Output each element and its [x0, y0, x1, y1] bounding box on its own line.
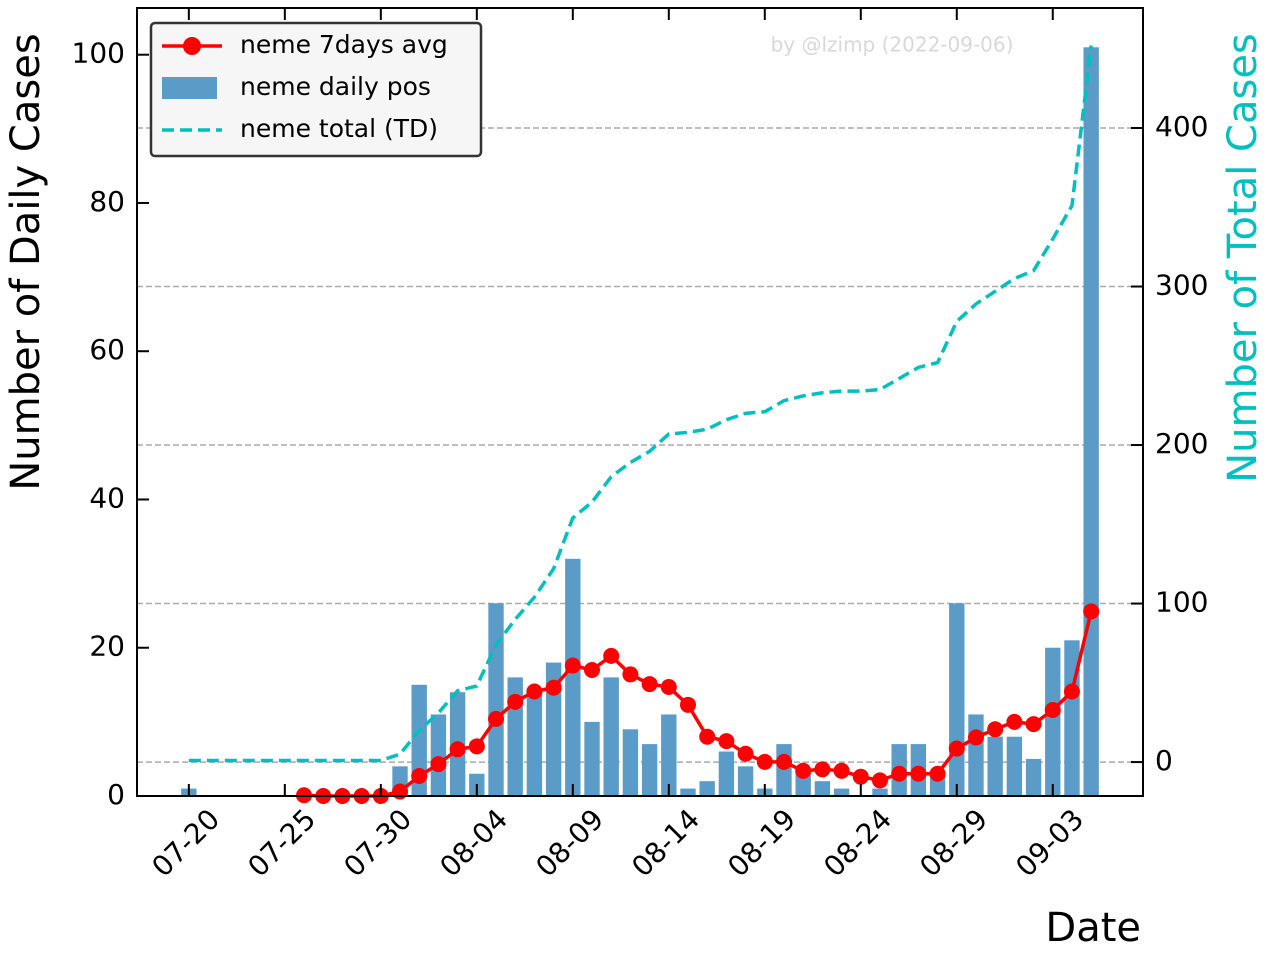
bar [776, 744, 792, 796]
x-tick-label: 07-20 [145, 803, 226, 884]
point [1006, 713, 1023, 730]
y2-tick-label: 100 [1155, 586, 1208, 619]
point [564, 657, 581, 674]
point [852, 768, 869, 785]
legend-label: neme total (TD) [240, 114, 438, 143]
point [871, 772, 888, 789]
point [987, 721, 1004, 738]
point [468, 738, 485, 755]
series-line [188, 45, 1093, 763]
bar [699, 781, 715, 796]
x-tick-label: 08-04 [433, 803, 514, 884]
point [622, 666, 639, 683]
x-axis-label: Date [1045, 905, 1141, 951]
point [641, 676, 658, 693]
y-tick-label: 40 [89, 481, 125, 514]
y-tick-label: 0 [107, 778, 125, 811]
legend-box [149, 21, 483, 158]
x-tick-label: 07-25 [241, 803, 322, 884]
y-axis-label: Number of Daily Cases [3, 33, 49, 490]
plot-frame [136, 7, 1144, 797]
x-tick-label: 09-03 [1009, 803, 1090, 884]
point [584, 661, 601, 678]
bar [1045, 647, 1061, 796]
bar [833, 788, 850, 796]
bar [1006, 736, 1023, 796]
y-tick-label: 20 [89, 630, 125, 663]
y2-tick-label: 400 [1155, 110, 1208, 143]
bar [968, 714, 984, 796]
legend: neme 7days avg neme daily pos neme total (… [149, 21, 483, 158]
legend-swatch [162, 77, 217, 99]
bar [795, 773, 811, 796]
x-tick-label: 08-09 [529, 803, 610, 884]
bar [718, 751, 735, 796]
point [430, 756, 447, 773]
y-tick-label: 100 [72, 37, 125, 70]
bar [661, 714, 677, 796]
legend-marker [183, 37, 201, 55]
point [526, 683, 543, 700]
point [775, 753, 792, 770]
x-tick-label: 08-19 [721, 803, 802, 884]
point [1044, 702, 1061, 719]
point [603, 647, 620, 664]
bar [872, 788, 888, 796]
y2-axis-label: Number of Total Cases [1220, 33, 1266, 483]
point [411, 767, 428, 784]
point [718, 733, 735, 750]
x-tick-label: 08-24 [817, 803, 898, 884]
point [660, 679, 677, 696]
bar [603, 677, 619, 796]
watermark: by @lzimp (2022-09-06) [771, 33, 1014, 57]
point [948, 740, 965, 757]
bar [1083, 47, 1099, 796]
bar [488, 603, 504, 796]
point [967, 729, 984, 746]
point [545, 679, 562, 696]
bar [680, 788, 696, 796]
point [679, 696, 696, 713]
x-tick-label: 08-29 [913, 803, 994, 884]
bar [430, 714, 447, 796]
legend-label: neme 7days avg [240, 30, 448, 59]
bar [641, 744, 658, 796]
point [737, 745, 754, 762]
point [929, 765, 946, 782]
point [1025, 716, 1042, 733]
legend-label: neme daily pos [240, 72, 431, 101]
y-tick-label: 60 [89, 333, 125, 366]
bar [565, 558, 581, 796]
x-tick-label: 07-30 [337, 803, 418, 884]
y2-tick-label: 0 [1155, 744, 1173, 777]
bar [987, 736, 1003, 796]
bar [1025, 758, 1042, 796]
point [795, 762, 812, 779]
y2-tick-label: 200 [1155, 427, 1208, 460]
bar [545, 662, 562, 796]
bar [584, 721, 600, 796]
point [833, 762, 850, 779]
bar [411, 684, 427, 796]
bar [814, 781, 831, 796]
point [891, 765, 908, 782]
point [1083, 603, 1100, 620]
bar [526, 692, 543, 796]
point [449, 741, 466, 758]
point [392, 783, 409, 800]
point [507, 693, 524, 710]
y2-tick-label: 300 [1155, 269, 1208, 302]
bar [737, 766, 754, 796]
point [488, 710, 505, 727]
y-tick-label: 80 [89, 185, 125, 218]
point [1063, 683, 1080, 700]
point [699, 728, 716, 745]
point [814, 761, 831, 778]
point [910, 765, 927, 782]
point [756, 753, 773, 770]
x-tick-label: 08-14 [625, 803, 706, 884]
bar [622, 729, 639, 796]
bar [949, 603, 965, 796]
